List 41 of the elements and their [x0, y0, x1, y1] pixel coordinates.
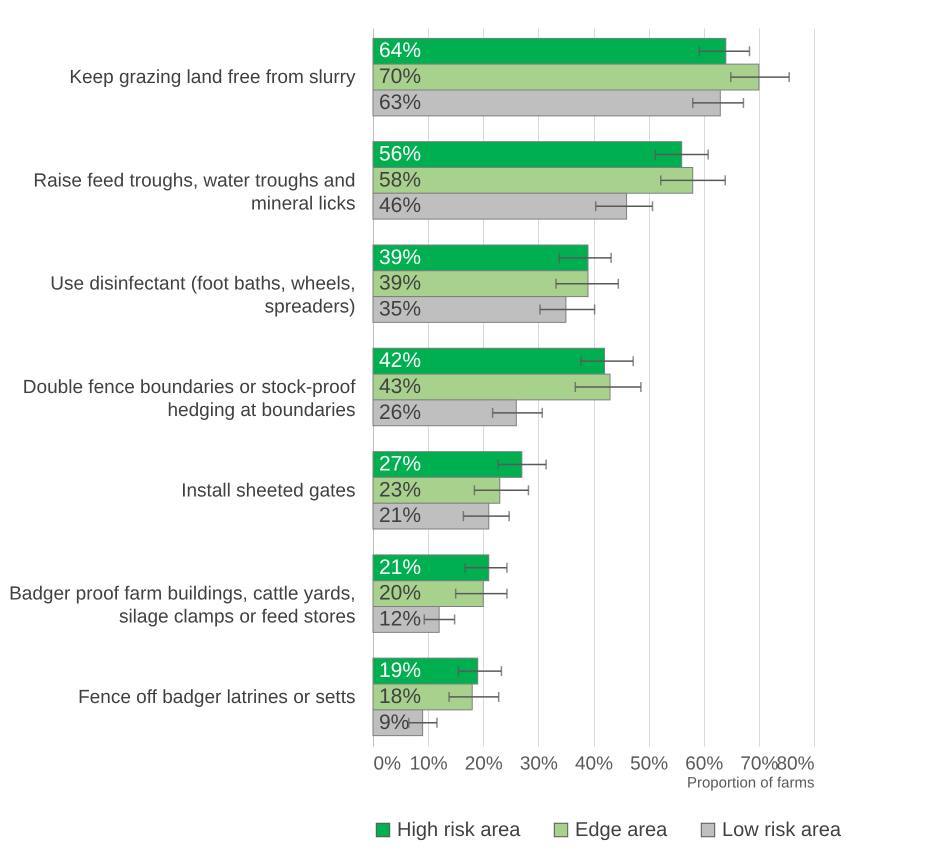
y-tick-label: Double fence boundaries or stock-proof hedging at boundaries: [22, 377, 356, 421]
data-label: 20%: [379, 582, 422, 605]
data-label: 12%: [379, 607, 422, 630]
data-label: 35%: [379, 298, 422, 321]
data-label: 46%: [379, 194, 422, 218]
y-tick-label: Fence off badger latrines or setts: [78, 686, 356, 708]
data-label: 18%: [379, 684, 422, 708]
y-tick-label: Raise feed troughs, water troughs and mineral licks: [33, 170, 356, 214]
y-tick-label: Badger proof farm buildings, cattle yards, silage clamps or feed stores: [9, 584, 356, 628]
y-tick-label: Install sheeted gates: [181, 480, 356, 502]
data-label: 39%: [379, 272, 422, 295]
x-tick-label: 80%: [776, 754, 815, 774]
x-tick-label: 20%: [464, 754, 503, 774]
data-label: 19%: [379, 659, 422, 682]
data-label: 21%: [379, 556, 422, 579]
data-label: 64%: [379, 39, 422, 62]
x-tick-label: 50%: [630, 754, 668, 774]
data-label: 23%: [379, 478, 422, 502]
data-label: 43%: [379, 375, 422, 398]
data-label: 39%: [379, 246, 422, 269]
data-label: 9%: [379, 710, 410, 734]
data-label: 26%: [379, 400, 422, 424]
y-tick-label: Keep grazing land free from slurry: [69, 67, 356, 88]
x-axis-title: Proportion of farms: [686, 774, 814, 792]
x-tick-label: 30%: [520, 754, 558, 774]
data-label: 63%: [379, 90, 422, 114]
data-label: 27%: [379, 452, 422, 476]
data-label: 56%: [379, 142, 422, 166]
x-tick-label: 70%: [740, 754, 778, 774]
data-label: 21%: [379, 504, 422, 528]
data-label: 42%: [379, 349, 422, 372]
data-label: 58%: [379, 168, 422, 192]
x-tick-label: 40%: [574, 754, 614, 774]
legend-label: Edge area: [575, 819, 668, 841]
legend-label: Low risk area: [722, 819, 842, 841]
x-tick-label: 10%: [410, 754, 448, 774]
data-label: 70%: [379, 65, 422, 88]
x-tick-label: 0%: [374, 754, 402, 774]
x-tick-label: 60%: [685, 754, 724, 774]
legend-label: High risk area: [397, 819, 522, 841]
y-tick-label: Use disinfectant (foot baths, wheels, spreaders): [50, 274, 356, 318]
